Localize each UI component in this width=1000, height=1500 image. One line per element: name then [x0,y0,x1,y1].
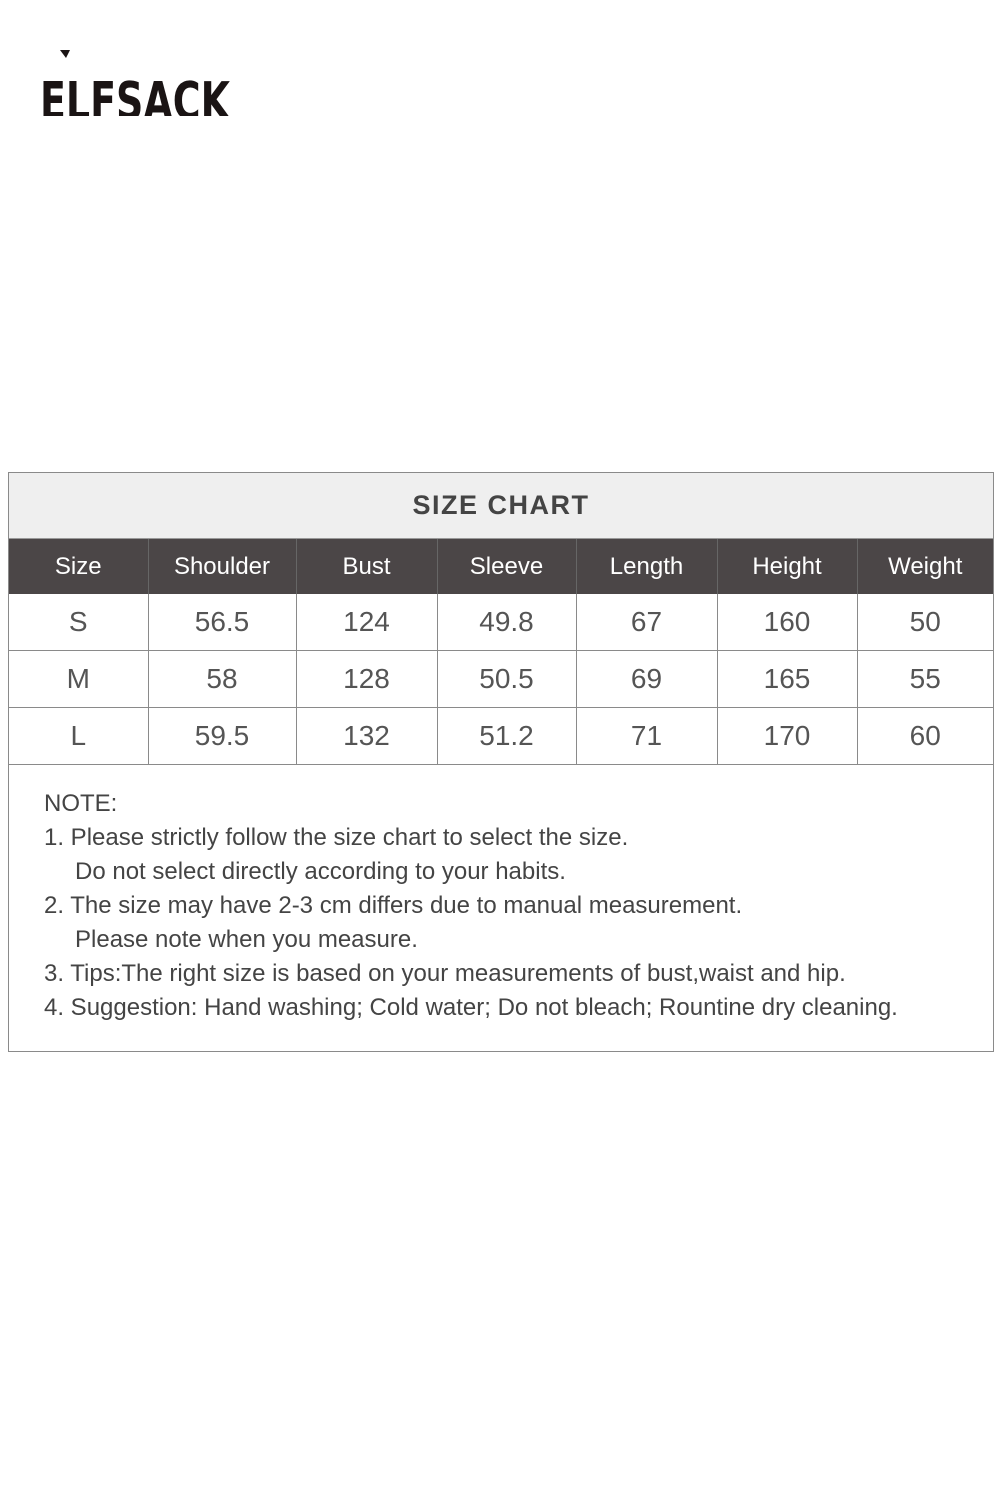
table-cell: 132 [296,707,438,765]
table-cell: 170 [717,707,858,765]
table-cell: 49.8 [437,594,577,651]
column-header-sleeve: Sleeve [437,539,577,594]
note-line: Please note when you measure. [75,926,418,953]
table-cell: L [9,707,149,765]
table-cell: 128 [296,650,438,708]
column-header-length: Length [576,539,718,594]
column-header-shoulder: Shoulder [148,539,297,594]
table-row: S 56.5 124 49.8 67 160 50 [9,594,993,651]
notes: NOTE: 1. Please strictly follow the size… [9,765,993,1025]
column-header-bust: Bust [296,539,438,594]
note-line: 2. The size may have 2-3 cm differs due … [44,892,743,919]
table-cell: 67 [576,594,718,651]
table-cell: 124 [296,594,438,651]
size-chart-title: SIZE CHART [9,473,993,539]
table-cell: 60 [857,707,993,765]
table-cell: 59.5 [148,707,297,765]
table-cell: 51.2 [437,707,577,765]
column-header-height: Height [717,539,858,594]
table-cell: 56.5 [148,594,297,651]
table-row: M 58 128 50.5 69 165 55 [9,650,993,708]
column-header-size: Size [9,539,149,594]
table-cell: S [9,594,149,651]
note-line: 3. Tips:The right size is based on your … [44,960,846,987]
table-cell: 58 [148,650,297,708]
table-cell: 50.5 [437,650,577,708]
elfsack-logo: ELFSACK [40,50,231,116]
note-line: Do not select directly according to your… [75,858,566,885]
table-header-row: Size Shoulder Bust Sleeve Length Height Weight [9,539,993,594]
table-cell: 50 [857,594,993,651]
table-cell: 165 [717,650,858,708]
table-row: L 59.5 132 51.2 71 170 60 [9,707,993,765]
table-cell: 71 [576,707,718,765]
table-cell: 55 [857,650,993,708]
note-line: 4. Suggestion: Hand washing; Cold water;… [44,994,898,1021]
size-chart: SIZE CHART Size Shoulder Bust Sleeve Length H… [8,472,994,1052]
size-table: Size Shoulder Bust Sleeve Length Height Weight… [9,539,993,765]
note-line: 1. Please strictly follow the size chart… [44,824,629,851]
svg-text:ELFSACK: ELFSACK [40,70,231,116]
table-cell: M [9,650,149,708]
notes-heading: NOTE: [44,790,118,817]
column-header-weight: Weight [857,539,993,594]
table-cell: 69 [576,650,718,708]
table-cell: 160 [717,594,858,651]
